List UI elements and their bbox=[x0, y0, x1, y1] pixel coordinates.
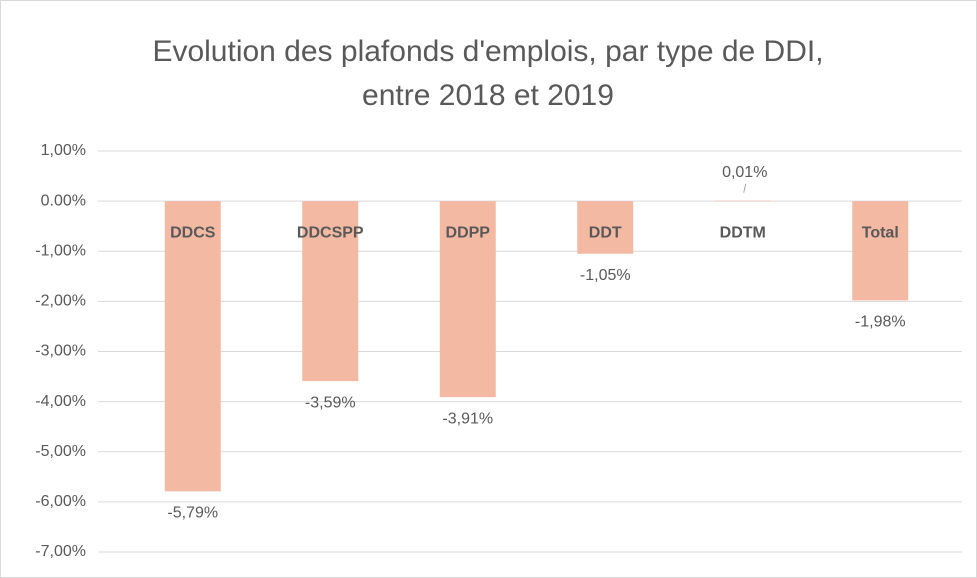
category-label: DDT bbox=[589, 224, 622, 241]
y-tick-label: -5,00% bbox=[35, 443, 86, 460]
bar bbox=[439, 201, 496, 398]
data-label: -1,98% bbox=[855, 314, 906, 331]
data-label: -5,79% bbox=[167, 505, 218, 522]
category-label: DDPP bbox=[446, 224, 491, 241]
y-tick-label: 0.00% bbox=[41, 192, 86, 209]
category-label: DDCSPP bbox=[297, 224, 364, 241]
data-label: 0,01% bbox=[722, 164, 767, 181]
y-tick-label: -4,00% bbox=[35, 393, 86, 410]
leader-line bbox=[743, 183, 747, 193]
y-tick-label: -7,00% bbox=[35, 543, 86, 560]
category-label: DDCS bbox=[170, 224, 216, 241]
y-tick-label: -3,00% bbox=[35, 343, 86, 360]
category-label: DDTM bbox=[720, 224, 766, 241]
y-tick-label: -6,00% bbox=[35, 493, 86, 510]
bar bbox=[164, 201, 221, 492]
chart-title: Evolution des plafonds d'emplois, par ty… bbox=[152, 35, 824, 112]
y-tick-label: 1,00% bbox=[41, 142, 86, 159]
bar bbox=[302, 201, 359, 382]
data-label: -3,59% bbox=[305, 394, 356, 411]
y-tick-label: -2,00% bbox=[35, 293, 86, 310]
bar bbox=[714, 200, 771, 202]
data-label: -3,91% bbox=[442, 410, 493, 427]
category-label: Total bbox=[862, 224, 899, 241]
y-tick-label: -1,00% bbox=[35, 242, 86, 259]
bar bbox=[852, 201, 909, 301]
bar bbox=[577, 201, 634, 254]
data-label: -1,05% bbox=[580, 267, 631, 284]
